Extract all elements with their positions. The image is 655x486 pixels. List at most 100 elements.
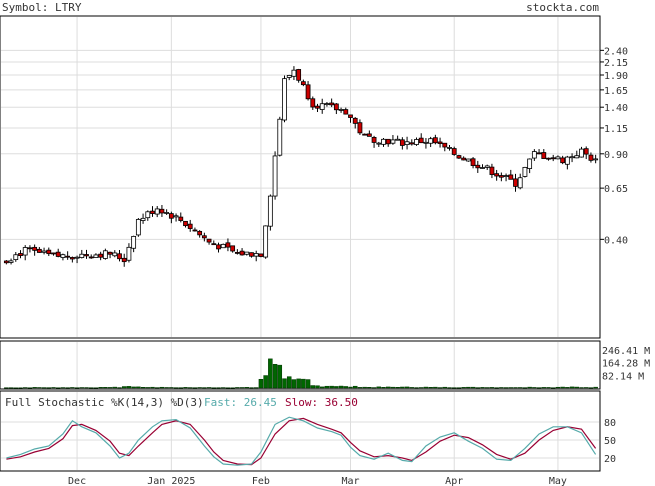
volume-bar [140, 387, 146, 389]
volume-bar [499, 387, 504, 389]
volume-bar [183, 387, 188, 389]
stochastic-tick-label: 80 [604, 418, 616, 429]
volume-bar [211, 387, 217, 389]
axis-labels: Dec Jan 2025 Feb Mar Apr May 2.402.15 1.90 1.65 1… [68, 46, 650, 486]
volume-bar [513, 387, 518, 389]
candle-body [263, 225, 269, 258]
candle-body [164, 212, 170, 214]
volume-bar [423, 386, 429, 389]
volume-bar [560, 386, 565, 389]
candle-body [8, 260, 14, 263]
candle-body [206, 238, 212, 243]
candle-body [409, 142, 415, 145]
volume-bar [32, 387, 37, 389]
volume-bar [395, 386, 400, 389]
volume-bar [428, 387, 433, 389]
volume-bar [418, 387, 424, 389]
candle-body [18, 253, 23, 256]
candle-body [362, 133, 368, 136]
volume-bar [305, 379, 311, 389]
volume-bar [334, 386, 339, 389]
candle-body [484, 165, 490, 168]
volume-bar [60, 387, 66, 389]
candle-body [517, 177, 523, 189]
candle-body [286, 75, 292, 78]
volume-bar [46, 387, 52, 389]
volume-bar [376, 386, 382, 389]
stochastic-fast-line [6, 416, 597, 466]
candle-body [107, 251, 113, 255]
volume-bar [565, 387, 570, 389]
volume-bar [489, 387, 495, 389]
candle-body [225, 242, 231, 248]
volume-bar [159, 386, 165, 389]
candle-body [51, 252, 56, 255]
candle-body [88, 256, 94, 259]
volume-bar [517, 387, 523, 389]
stochastic-lines [6, 416, 597, 466]
candle-body [395, 138, 401, 141]
candle-body [588, 154, 594, 161]
candle-body [555, 156, 561, 160]
volume-bar [442, 386, 448, 389]
candle-body [494, 173, 500, 177]
candle-body [522, 166, 528, 177]
candle-body [65, 255, 71, 258]
volume-bar [291, 379, 297, 389]
candle-body [451, 148, 457, 155]
volume-bar [338, 385, 344, 389]
volume-bar [593, 386, 598, 389]
volume-bar [22, 387, 28, 389]
volume-bar [126, 386, 132, 389]
candle-body [470, 158, 476, 166]
stochastic-tick-label: 20 [604, 454, 616, 465]
candle-body [230, 245, 236, 252]
price-tick-label: 1.65 [604, 86, 628, 97]
x-tick-label: Feb [252, 476, 270, 486]
candle-body [583, 148, 589, 155]
volume-bar [51, 387, 56, 389]
x-tick-label: Mar [341, 476, 359, 486]
candle-body [418, 137, 424, 144]
volume-bar [136, 386, 141, 389]
candle-body [461, 157, 467, 161]
price-tick-label: 2.40 [604, 46, 628, 57]
candle-body [319, 103, 325, 110]
candle-body [197, 230, 203, 236]
candle-body [239, 250, 245, 256]
volume-bar [574, 386, 580, 389]
candle-body [187, 223, 193, 229]
volume-bar [202, 387, 207, 389]
candle-body [32, 246, 38, 251]
volume-bar [456, 387, 462, 389]
volume-tick-label: 246.41 M [602, 346, 650, 357]
candle-body [296, 69, 302, 81]
volume-bar [451, 387, 457, 389]
candle-body [550, 157, 556, 160]
candle-body [84, 254, 89, 257]
volume-bar [154, 387, 160, 389]
price-tick-label: 1.90 [604, 71, 628, 82]
volume-bar [404, 386, 410, 389]
candle-body [60, 254, 66, 258]
candle-body [329, 102, 335, 106]
candle-body [150, 210, 155, 214]
volume-bar [367, 387, 372, 389]
volume-bar [239, 387, 245, 389]
volume-bar [197, 387, 202, 389]
volume-bar [437, 387, 443, 389]
volume-bar [461, 387, 466, 389]
volume-bar [244, 387, 250, 389]
candle-body [541, 152, 547, 159]
candle-body [480, 167, 485, 169]
candle-body [343, 109, 349, 115]
volume-bar [508, 387, 514, 389]
candle-body [183, 220, 188, 227]
candle-body [131, 235, 137, 249]
volume-bar [178, 387, 184, 389]
volume-bar [522, 387, 528, 389]
volume-bar [352, 385, 358, 389]
volume-bar [348, 386, 353, 389]
volume-bar [579, 387, 584, 389]
volume-tick-label: 164.28 M [602, 359, 650, 370]
